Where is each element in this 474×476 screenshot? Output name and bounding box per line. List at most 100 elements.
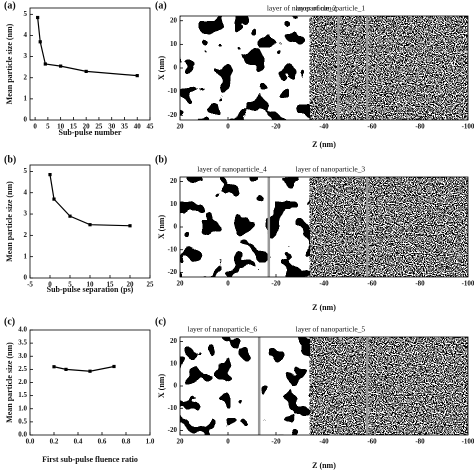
y-tick-label: 2.0 (18, 378, 27, 386)
y-tick-label: 1.0 (18, 404, 27, 412)
plot-frame (29, 7, 151, 121)
y-tick-label: 0 (24, 274, 28, 282)
chart-image: layer of nanoparticle_4 layer of nanopart… (155, 154, 474, 312)
y-tick-label: 1.5 (18, 391, 27, 399)
y-tick-label: -10 (168, 87, 178, 95)
x-tick-label: 45 (147, 123, 155, 131)
y-tick-label: 10 (170, 359, 178, 367)
x-tick-label: 0.4 (74, 438, 83, 446)
layer-label: layer of nanoparticle_1 (296, 4, 366, 13)
x-tick-label: 5 (68, 281, 72, 289)
marker (88, 369, 92, 373)
plot-frame (29, 329, 151, 436)
y-tick-label: 0 (174, 64, 178, 72)
x-axis-label: First sub-pulse fluence ratio (42, 455, 138, 464)
data-line (53, 365, 115, 372)
x-tick-label: -20 (271, 280, 281, 288)
y-tick-label: -20 (168, 426, 178, 434)
y-axis-label: X (nm) (157, 56, 166, 81)
sim-coarse (180, 177, 310, 277)
y-tick-label: 20 (170, 16, 178, 24)
y-tick-label: 3.5 (18, 339, 27, 347)
data-line (49, 174, 131, 227)
x-tick-label: -40 (319, 280, 329, 288)
sim-fine (309, 337, 468, 435)
marker (59, 64, 63, 68)
marker (135, 74, 139, 78)
y-tick-label: 3 (24, 52, 28, 60)
y-tick-label: 0 (174, 382, 178, 390)
sim-fine (309, 177, 468, 277)
y-tick-label: 20 (170, 177, 178, 185)
y-tick-label: 4.0 (18, 326, 27, 334)
y-tick-label: 5 (24, 167, 28, 175)
sim-coarse (180, 16, 310, 120)
x-tick-label: 10 (87, 281, 95, 289)
x-tick-label: -20 (271, 123, 281, 131)
marker (38, 40, 42, 44)
x-tick-label: -60 (367, 438, 377, 446)
plot-frame (29, 164, 151, 279)
x-tick-label: -5 (27, 281, 33, 289)
x-tick-label: 1.0 (146, 438, 155, 446)
y-tick-label: 1 (24, 252, 28, 260)
y-tick-label: 2 (24, 231, 28, 239)
y-tick-label: 10 (170, 200, 178, 208)
y-axis-label: Mean particle size (nm) (5, 181, 14, 262)
x-tick-label: -100 (462, 438, 474, 446)
y-tick-label: 4 (24, 31, 28, 39)
y-tick-label: 0 (24, 116, 28, 124)
x-tick-label: 0.6 (98, 438, 107, 446)
layer-label: layer of nanoparticle_2 (267, 4, 337, 13)
marker (88, 223, 92, 227)
panel-label: (b) (4, 154, 16, 165)
marker (64, 367, 68, 371)
x-tick-label: 20 (83, 123, 91, 131)
x-tick-label: 5 (46, 123, 50, 131)
sim-fine (309, 16, 468, 120)
x-tick-label: -40 (319, 438, 329, 446)
layer-label: layer of nanoparticle_6 (188, 325, 258, 334)
y-axis-label: Mean particle size (nm) (5, 23, 14, 104)
y-axis-label: X (nm) (157, 374, 166, 399)
panel-label: (a) (155, 0, 167, 11)
panel-label: (c) (4, 316, 15, 327)
x-tick-label: 0 (226, 438, 230, 446)
x-tick-label: -60 (367, 123, 377, 131)
x-tick-label: 20 (177, 123, 185, 131)
x-tick-label: 0 (226, 123, 230, 131)
x-tick-label: 0 (48, 281, 52, 289)
y-tick-label: 1 (24, 94, 28, 102)
marker (36, 15, 40, 20)
y-axis-label: Mean particle size (nm) (5, 342, 14, 423)
marker (112, 364, 116, 369)
x-tick-label: 0 (226, 280, 230, 288)
x-tick-label: 10 (57, 123, 65, 131)
x-tick-label: 0.2 (50, 438, 59, 446)
x-tick-label: -100 (462, 280, 474, 288)
y-tick-label: 2.5 (18, 365, 27, 373)
y-tick-label: -20 (168, 268, 178, 276)
y-tick-label: 0.0 (18, 431, 27, 439)
x-tick-label: -40 (319, 123, 329, 131)
x-tick-label: 0 (33, 123, 37, 131)
x-tick-label: 0.0 (26, 438, 35, 446)
x-axis-label: Sub-pulse separation (ps) (47, 285, 134, 294)
x-tick-label: -80 (415, 280, 425, 288)
panel-label: (c) (155, 316, 166, 327)
panel-label: (a) (4, 0, 16, 11)
marker (128, 224, 132, 228)
x-axis-label: Z (nm) (312, 140, 336, 149)
y-tick-label: -10 (168, 245, 178, 253)
y-tick-label: 2 (24, 73, 28, 81)
y-tick-label: 5 (24, 10, 28, 18)
y-tick-label: -20 (168, 111, 178, 119)
layer-label: layer of nanoparticle_4 (197, 165, 267, 174)
chart-line: 0.0 0.2 0.4 0.6 0.8 1.0 0.0 0.5 1.0 1.5 2.0 2.5 3.0 3… (4, 316, 155, 464)
x-tick-label: -80 (415, 438, 425, 446)
x-tick-label: 35 (121, 123, 129, 131)
marker (52, 365, 56, 369)
x-tick-label: 20 (177, 438, 185, 446)
